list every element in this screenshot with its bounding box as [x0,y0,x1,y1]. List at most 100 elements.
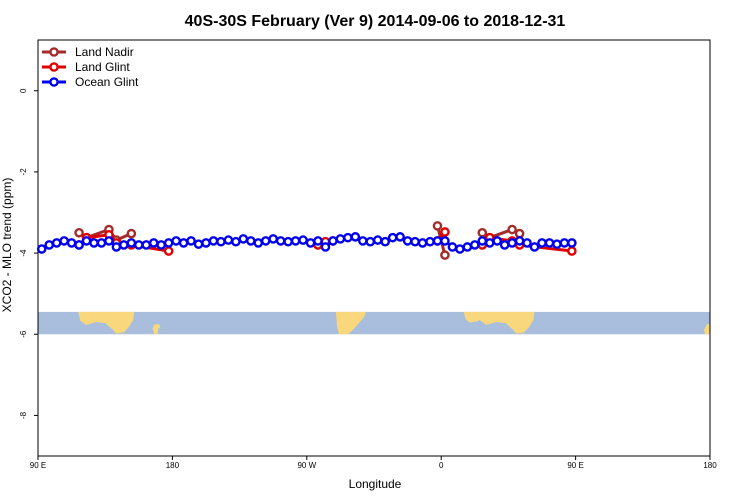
x-tick-label: 180 [703,461,717,470]
legend-swatch-marker [49,77,59,87]
data-point [268,234,279,244]
data-point [522,238,532,248]
data-point [559,238,570,248]
x-axis: 90 E 180 90 W 0 90 E 180 [30,456,717,470]
data-point [372,235,383,245]
data-point [74,240,84,250]
data-point [365,236,376,247]
legend-item: Land Nadir [42,45,134,59]
x-tick-label: 180 [166,461,180,470]
x-tick-label: 0 [439,461,444,470]
series-layer [36,221,577,260]
legend-label: Land Glint [75,60,130,74]
data-point [253,238,264,248]
y-tick-label: -2 [19,168,28,176]
data-point [119,240,129,250]
data-point [395,232,405,242]
data-point [447,242,458,252]
data-point [201,238,211,248]
data-point [96,238,107,248]
y-tick-label: 0 [19,88,28,93]
land-africa [463,311,487,323]
data-point [350,232,361,242]
data-point [208,236,219,246]
data-point [320,242,331,252]
data-point [245,236,256,246]
land-south-america [335,311,366,335]
data-point [343,232,353,243]
data-point [417,238,428,248]
data-point [126,238,137,248]
data-point [328,236,338,246]
data-point [178,238,189,248]
data-point [260,236,271,246]
data-point [111,242,122,252]
data-point [380,236,391,247]
data-point [529,242,540,252]
data-point [156,240,166,250]
data-point [298,235,308,245]
x-axis-label: Longitude [349,477,402,491]
data-point [163,246,174,256]
series-ocean-glint [36,232,577,254]
data-point [484,238,495,248]
y-tick-label: -6 [19,330,28,338]
data-point [432,236,443,246]
legend-swatch-marker [49,62,59,72]
data-point [216,236,226,247]
data-point [74,227,84,238]
data-point [133,240,144,250]
data-point [544,238,555,248]
data-point [231,236,241,247]
data-point [357,236,368,246]
x-tick-label: 90 E [30,461,46,470]
data-point [477,236,488,246]
data-point [66,238,77,248]
data-point [469,240,480,250]
y-axis-label: XCO2 - MLO trend (ppm) [0,178,14,313]
data-point [186,236,196,246]
data-point [290,236,301,246]
data-point [223,235,234,245]
data-point [163,238,174,248]
data-point [44,240,55,250]
data-point [514,236,525,246]
data-point [387,232,398,243]
data-point [567,246,577,256]
legend-item: Land Glint [42,60,130,74]
data-point [440,227,450,237]
legend-label: Ocean Glint [75,75,139,89]
legend-swatch-marker [49,47,59,57]
data-point [171,236,181,246]
data-point [51,238,62,248]
land-new-zealand-2 [704,324,710,335]
y-tick-label: -8 [19,411,28,419]
data-point [567,238,577,248]
data-point [238,234,249,244]
data-point [499,240,510,250]
data-point [275,236,286,246]
chart-title: 40S-30S February (Ver 9) 2014-09-06 to 2… [185,13,566,30]
land-australia-2 [478,311,535,334]
data-point [492,236,503,246]
data-point [455,244,465,254]
data-point [141,240,152,250]
map-strip [38,311,710,335]
data-point [126,228,137,239]
data-point [507,224,517,235]
data-point [335,234,346,244]
land-australia [78,311,135,334]
data-point [313,236,323,246]
data-point [305,238,316,248]
data-point [425,236,435,247]
data-point [440,250,450,260]
legend-item: Ocean Glint [42,75,139,89]
y-axis: 0 -2 -4 -6 -8 [19,88,38,419]
data-point [402,236,413,246]
data-point [552,239,562,249]
legend-label: Land Nadir [75,45,134,59]
data-point [477,227,488,238]
data-point [410,236,420,247]
land-new-zealand [152,324,161,335]
